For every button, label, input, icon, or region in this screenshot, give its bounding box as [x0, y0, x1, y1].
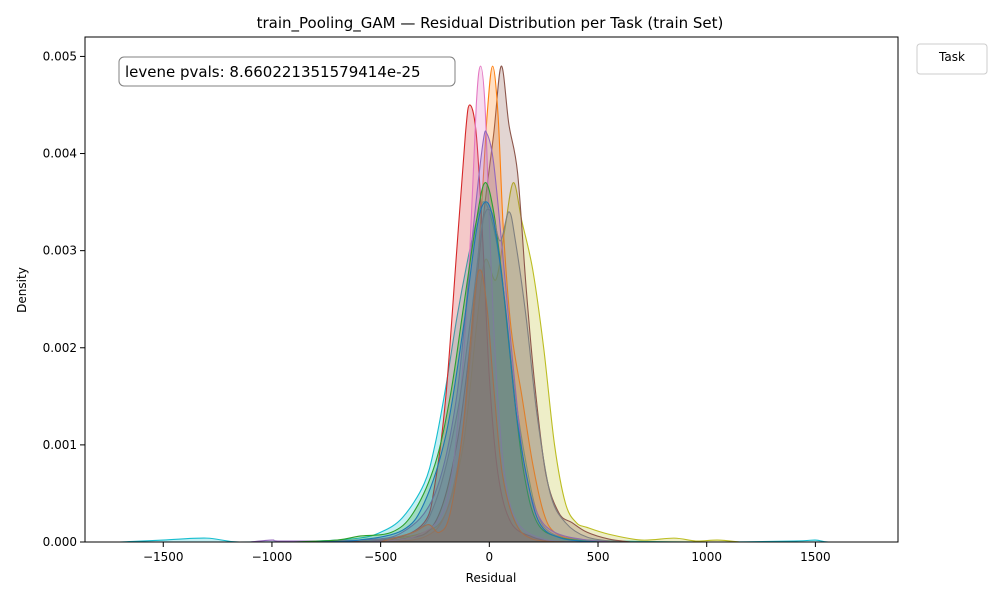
- x-tick-label: −500: [364, 550, 397, 564]
- y-tick-label: 0.003: [43, 244, 77, 258]
- x-axis: −1500 −1000 −500 0 500 1000 1500: [143, 542, 831, 564]
- y-tick-label: 0.000: [43, 535, 77, 549]
- x-tick-label: 0: [486, 550, 494, 564]
- annotation-text: levene pvals: 8.660221351579414e-25: [125, 63, 421, 81]
- y-axis: 0.000 0.001 0.002 0.003 0.004 0.005: [43, 49, 85, 549]
- density-line-8: [293, 182, 599, 543]
- x-tick-label: 1000: [691, 550, 722, 564]
- x-axis-label: Residual: [466, 571, 517, 585]
- y-axis-label: Density: [15, 267, 29, 313]
- density-line-9: [358, 208, 620, 543]
- density-area-8: [293, 182, 599, 542]
- y-tick-label: 0.005: [43, 49, 77, 63]
- annotation-box: levene pvals: 8.660221351579414e-25: [118, 56, 456, 87]
- y-tick-label: 0.001: [43, 438, 77, 452]
- density-area-11: [380, 269, 566, 542]
- x-tick-label: −1000: [252, 550, 293, 564]
- density-line-3: [337, 65, 631, 543]
- chart-title: train_Pooling_GAM — Residual Distributio…: [257, 14, 724, 33]
- series-layer: [119, 65, 864, 543]
- density-area-3: [337, 66, 631, 542]
- legend: Task: [916, 43, 988, 75]
- y-tick-label: 0.004: [43, 147, 77, 161]
- density-area-9: [358, 209, 620, 542]
- density-line-11: [380, 269, 566, 543]
- density-area-4: [380, 66, 599, 542]
- legend-title: Task: [938, 50, 965, 64]
- y-tick-label: 0.002: [43, 341, 77, 355]
- density-area-1: [119, 201, 864, 542]
- x-tick-label: 500: [587, 550, 610, 564]
- plot-frame: [84, 36, 899, 543]
- density-area-6: [358, 66, 577, 542]
- density-line-10: [315, 201, 599, 543]
- density-line-6: [358, 65, 577, 543]
- x-tick-label: −1500: [143, 550, 184, 564]
- x-tick-label: 1500: [800, 550, 831, 564]
